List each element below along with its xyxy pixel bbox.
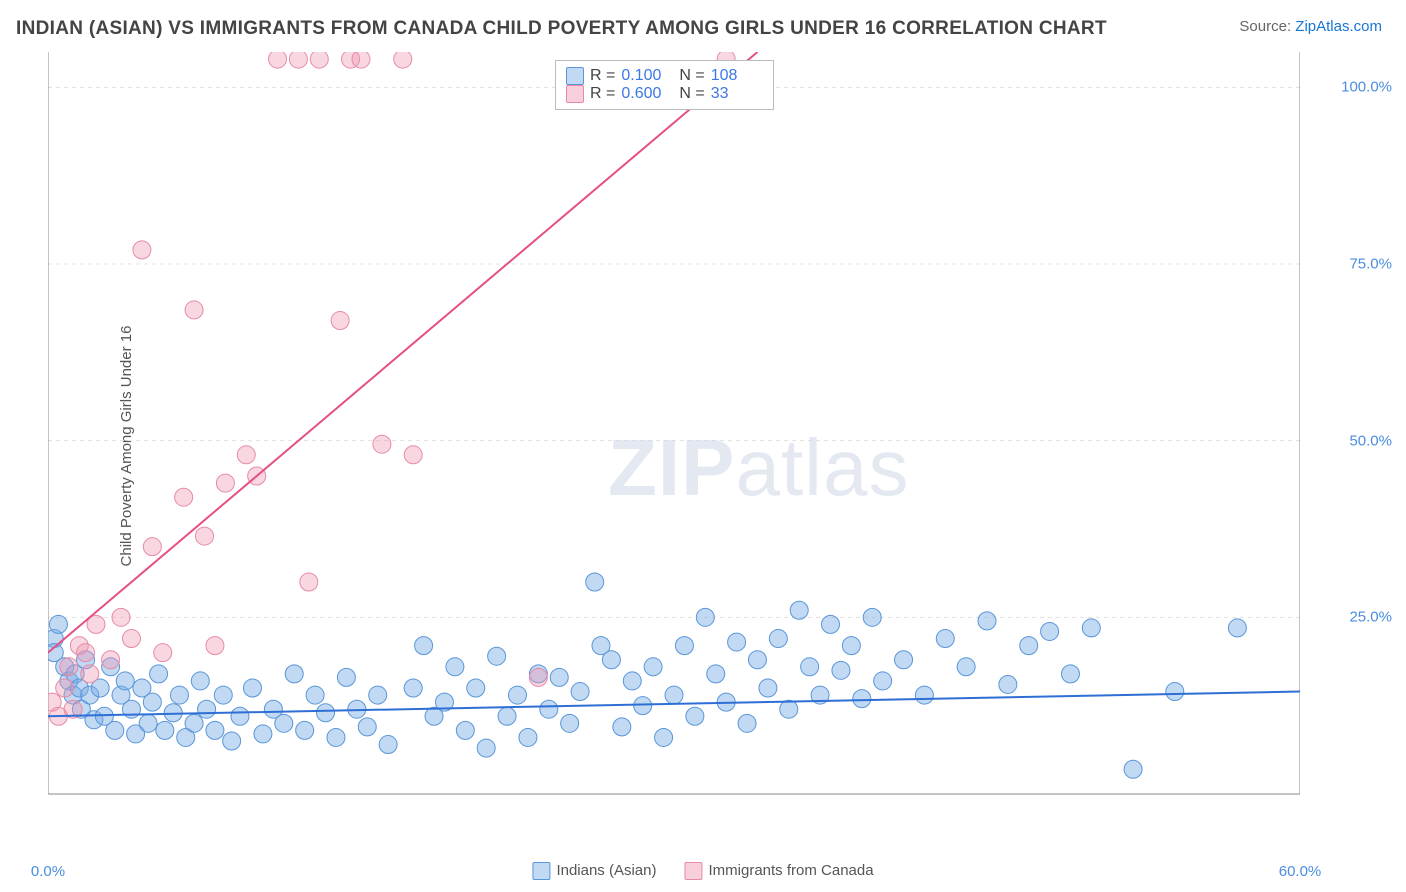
- y-tick-label: 100.0%: [1341, 79, 1392, 96]
- y-tick-label: 25.0%: [1349, 609, 1392, 626]
- stat-r-label: R =: [590, 85, 615, 103]
- legend-label: Immigrants from Canada: [709, 862, 874, 879]
- stat-n-value: 33: [711, 85, 763, 103]
- stat-n-value: 108: [711, 67, 763, 85]
- stat-n-label: N =: [679, 67, 704, 85]
- stat-n-label: N =: [679, 85, 704, 103]
- chart-title: INDIAN (ASIAN) VS IMMIGRANTS FROM CANADA…: [16, 18, 1107, 40]
- stat-r-label: R =: [590, 67, 615, 85]
- plot-area: ZIPatlas R =0.100N =108R =0.600N =33: [48, 52, 1300, 822]
- stat-r-value: 0.100: [621, 67, 673, 85]
- correlation-stats-box: R = 0.100 N = 108 R = 0.600 N = 33: [555, 60, 774, 110]
- x-tick-label: 0.0%: [31, 863, 65, 880]
- legend-item: Indians (Asian): [532, 862, 656, 880]
- x-tick-label: 60.0%: [1279, 863, 1322, 880]
- legend-swatch-icon: [566, 67, 584, 85]
- chart-container: INDIAN (ASIAN) VS IMMIGRANTS FROM CANADA…: [0, 0, 1406, 892]
- legend-swatch-icon: [566, 85, 584, 103]
- source-label: Source:: [1239, 18, 1291, 35]
- bottom-legend: Indians (Asian) Immigrants from Canada: [532, 862, 873, 880]
- legend-label: Indians (Asian): [556, 862, 656, 879]
- legend-swatch-icon: [532, 862, 550, 880]
- scatter-chart-svg: [48, 52, 1300, 822]
- stat-row: R = 0.600 N = 33: [566, 85, 763, 103]
- y-tick-label: 75.0%: [1349, 256, 1392, 273]
- source-link[interactable]: ZipAtlas.com: [1295, 18, 1382, 35]
- legend-item: Immigrants from Canada: [685, 862, 874, 880]
- stat-row: R = 0.100 N = 108: [566, 67, 763, 85]
- legend-swatch-icon: [685, 862, 703, 880]
- source-attribution: Source: ZipAtlas.com: [1239, 18, 1382, 35]
- y-tick-label: 50.0%: [1349, 432, 1392, 449]
- stat-r-value: 0.600: [621, 85, 673, 103]
